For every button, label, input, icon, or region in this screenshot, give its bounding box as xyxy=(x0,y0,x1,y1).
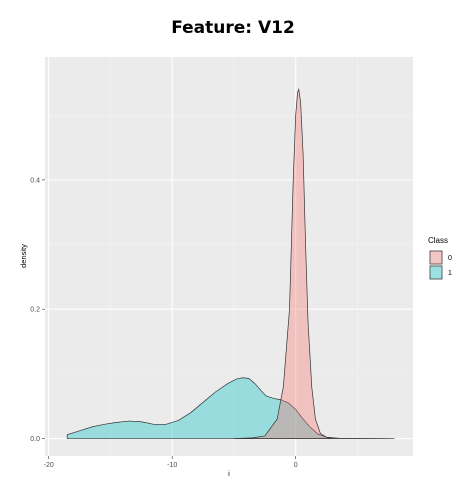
grid-minor xyxy=(45,57,413,456)
y-tick-label: 0.0 xyxy=(30,436,40,443)
legend-title: Class xyxy=(428,236,448,245)
y-tick-label: 0.4 xyxy=(30,177,40,184)
axis-ticks: -20 -10 0 0.0 0.2 0.4 xyxy=(30,177,297,469)
y-axis-title: density xyxy=(19,244,28,268)
legend: Class 0 1 xyxy=(428,236,452,280)
legend-key-class-0 xyxy=(429,250,443,265)
legend-label-class-1: 1 xyxy=(448,270,452,277)
legend-key-bg xyxy=(429,250,443,265)
plot-panel xyxy=(45,57,413,456)
legend-label-class-0: 0 xyxy=(448,255,452,262)
legend-key-bg xyxy=(429,265,443,280)
legend-key-class-1 xyxy=(429,265,443,280)
x-axis-title: i xyxy=(228,469,230,478)
chart-title: Feature: V12 xyxy=(171,18,295,38)
density-area-class-0 xyxy=(233,87,333,439)
x-tick-label: 0 xyxy=(294,462,298,469)
density-area-class-1 xyxy=(66,377,395,439)
y-tick-label: 0.2 xyxy=(30,307,40,314)
x-tick-label: -20 xyxy=(44,462,54,469)
x-tick-label: -10 xyxy=(167,462,177,469)
density-areas xyxy=(66,87,395,439)
